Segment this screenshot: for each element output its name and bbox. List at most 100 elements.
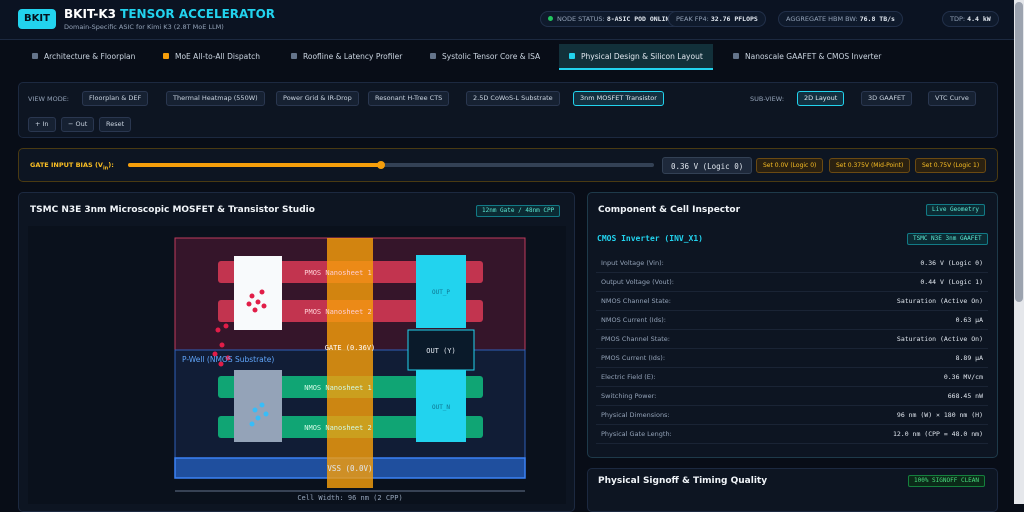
row-label: PMOS Current (Ids): xyxy=(601,354,666,362)
tab-label: Physical Design & Silicon Layout xyxy=(581,52,703,61)
vss-label: VSS (0.0V) xyxy=(327,464,372,473)
status-value: 4.4 kW xyxy=(967,15,991,23)
view-mode-button[interactable]: Power Grid & IR-Drop xyxy=(276,91,359,106)
studio-title: TSMC N3E 3nm Microscopic MOSFET & Transi… xyxy=(30,205,315,215)
view-mode-button-active[interactable]: 3nm MOSFET Transistor xyxy=(573,91,664,106)
inspector-row: NMOS Channel State: Saturation (Active On… xyxy=(596,292,988,311)
tab[interactable]: Architecture & Floorplan xyxy=(22,44,145,70)
logo: BKIT xyxy=(18,9,56,29)
row-value: Saturation (Active On) xyxy=(896,335,983,343)
zoom-button[interactable]: − Out xyxy=(61,117,95,132)
row-value: 0.44 V (Logic 1) xyxy=(920,278,983,286)
row-value: 8.89 μA xyxy=(955,354,983,362)
view-mode-label: VIEW MODE: xyxy=(28,95,69,103)
inspector-row: Physical Dimensions: 96 nm (W) × 180 nm (… xyxy=(596,406,988,425)
row-value: 0.36 V (Logic 0) xyxy=(920,259,983,267)
nmos-source-contact xyxy=(234,370,282,442)
status-label: NODE STATUS: xyxy=(557,15,605,23)
header: BKIT BKIT-K3 TENSOR ACCELERATOR Domain-S… xyxy=(0,0,1024,40)
title-prefix: BKIT-K3 xyxy=(64,7,116,21)
inspector-row: Physical Gate Length: 12.0 nm (CPP = 48.0… xyxy=(596,425,988,444)
preset-button[interactable]: Set 0.0V (Logic 0) xyxy=(756,158,824,173)
slider-track[interactable] xyxy=(128,163,654,167)
inspector-row: NMOS Current (Ids): 0.63 μA xyxy=(596,311,988,330)
output-node xyxy=(407,329,475,371)
status-value: 76.8 TB/s xyxy=(859,15,895,23)
gate xyxy=(327,238,373,488)
status-pill: AGGREGATE HBM BW: 76.8 TB/s xyxy=(778,11,903,27)
pmos-source-contact xyxy=(234,256,282,330)
row-value: 0.63 μA xyxy=(955,316,983,324)
app-title: BKIT-K3 TENSOR ACCELERATOR xyxy=(64,7,275,21)
scroll-thumb[interactable] xyxy=(1015,2,1023,302)
slider-thumb[interactable] xyxy=(377,161,385,169)
inspector-row: Output Voltage (Vout): 0.44 V (Logic 1) xyxy=(596,273,988,292)
holes xyxy=(212,289,267,367)
sub-view-button-active[interactable]: 2D Layout xyxy=(797,91,845,106)
out-n-contact xyxy=(416,370,466,442)
sub-view-label: SUB-VIEW: xyxy=(750,95,785,103)
status-pill: TDP: 4.4 kW xyxy=(942,11,999,27)
out-p-label: OUT_P xyxy=(432,289,450,296)
status-label: TDP: xyxy=(950,15,966,23)
row-label: NMOS Current (Ids): xyxy=(601,316,666,324)
pmos2-label: PMOS Nanosheet 2 xyxy=(304,308,371,316)
tab-active[interactable]: Physical Design & Silicon Layout xyxy=(559,44,713,70)
inspector-row: Input Voltage (Vin): 0.36 V (Logic 0) xyxy=(596,254,988,273)
signoff-title: Physical Signoff & Timing Quality xyxy=(598,476,768,486)
tab-label: Systolic Tensor Core & ISA xyxy=(442,52,541,61)
inspector-row: Switching Power: 668.45 nW xyxy=(596,387,988,406)
nmos1-label: NMOS Nanosheet 1 xyxy=(304,384,371,392)
signoff-badge: 100% SIGNOFF CLEAN xyxy=(908,475,986,487)
inspector-title: Component & Cell Inspector xyxy=(598,205,741,215)
row-label: Electric Field (E): xyxy=(601,373,656,381)
status-pill: PEAK FP4: 32.76 PFLOPS xyxy=(668,11,766,27)
zoom-button[interactable]: Reset xyxy=(99,117,132,132)
row-label: PMOS Channel State: xyxy=(601,335,670,343)
bias-label: GATE INPUT BIAS (Vin): xyxy=(30,161,114,171)
title-highlight: TENSOR ACCELERATOR xyxy=(120,7,276,21)
row-label: Output Voltage (Vout): xyxy=(601,278,674,286)
status-value: 8-ASIC POD ONLINE xyxy=(606,15,674,23)
view-mode-button[interactable]: Resonant H-Tree CTS xyxy=(368,91,450,106)
status-label: AGGREGATE HBM BW: xyxy=(786,15,858,23)
view-mode-button[interactable]: 2.5D CoWoS-L Substrate xyxy=(466,91,560,106)
electrons xyxy=(249,402,269,427)
pmos1-label: PMOS Nanosheet 1 xyxy=(304,269,371,277)
tab[interactable]: MoE All-to-All Dispatch xyxy=(153,44,270,70)
tab-label: Roofline & Latency Profiler xyxy=(303,52,403,61)
cell-badge: TSMC N3E 3nm GAAFET xyxy=(907,233,988,245)
preset-button[interactable]: Set 0.75V (Logic 1) xyxy=(915,158,987,173)
tab[interactable]: Systolic Tensor Core & ISA xyxy=(420,44,550,70)
row-value: 12.0 nm (CPP = 48.0 nm) xyxy=(892,430,983,438)
tab[interactable]: Nanoscale GAAFET & CMOS Inverter xyxy=(723,44,891,70)
row-value: 96 nm (W) × 180 nm (H) xyxy=(896,411,983,419)
row-label: Physical Gate Length: xyxy=(601,430,672,438)
row-value: 668.45 nW xyxy=(947,392,983,400)
row-value: Saturation (Active On) xyxy=(896,297,983,305)
tab-label: MoE All-to-All Dispatch xyxy=(175,52,261,61)
zoom-button[interactable]: + In xyxy=(28,117,56,132)
out-label: OUT (Y) xyxy=(426,347,456,355)
tab[interactable]: Roofline & Latency Profiler xyxy=(281,44,412,70)
sub-view-button[interactable]: 3D GAAFET xyxy=(861,91,913,106)
inspector-badge: Live Geometry xyxy=(926,204,985,216)
row-value: 0.36 MV/cm xyxy=(943,373,983,381)
preset-button[interactable]: Set 0.375V (Mid-Point) xyxy=(829,158,911,173)
status-value: 32.76 PFLOPS xyxy=(710,15,758,23)
inspector-row: PMOS Current (Ids): 8.89 μA xyxy=(596,349,988,368)
inspector-row: Electric Field (E): 0.36 MV/cm xyxy=(596,368,988,387)
view-mode-button[interactable]: Floorplan & DEF xyxy=(82,91,149,106)
nmos2-label: NMOS Nanosheet 2 xyxy=(304,424,371,432)
scrollbar xyxy=(1014,0,1024,504)
out-p-contact xyxy=(416,255,466,328)
row-label: Physical Dimensions: xyxy=(601,411,670,419)
studio-badge: 12nm Gate / 48nm CPP xyxy=(476,205,561,217)
app-subtitle: Domain-Specific ASIC for Kimi K3 (2.8T M… xyxy=(64,23,224,31)
out-n-label: OUT_N xyxy=(432,404,450,411)
sub-view-button[interactable]: VTC Curve xyxy=(928,91,976,106)
tab-label: Nanoscale GAAFET & CMOS Inverter xyxy=(745,52,882,61)
view-mode-button[interactable]: Thermal Heatmap (550W) xyxy=(166,91,265,106)
